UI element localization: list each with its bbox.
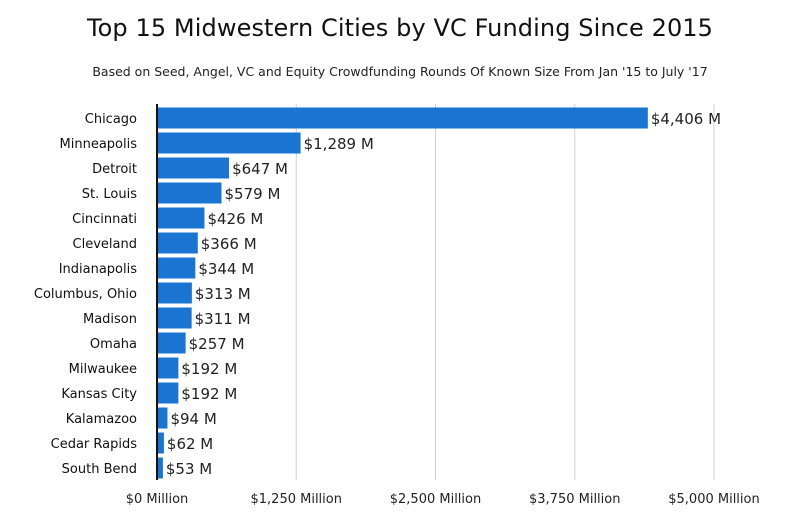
category-label: St. Louis <box>82 187 137 202</box>
category-label: Chicago <box>85 112 137 127</box>
value-label: $647 M <box>232 160 288 178</box>
category-label: South Bend <box>62 462 137 477</box>
value-label: $192 M <box>181 360 237 378</box>
bar <box>157 157 230 179</box>
bar <box>157 232 198 254</box>
x-tick-label: $5,000 Million <box>668 492 759 507</box>
category-label: Omaha <box>90 337 137 352</box>
value-label: $257 M <box>189 335 245 353</box>
value-label: $192 M <box>181 385 237 403</box>
category-label: Columbus, Ohio <box>34 287 137 302</box>
category-label: Detroit <box>92 162 137 177</box>
x-tick-label: $1,250 Million <box>251 492 342 507</box>
category-label: Cedar Rapids <box>51 437 138 452</box>
bar <box>157 332 186 354</box>
value-label: $4,406 M <box>651 110 721 128</box>
gridlines <box>295 104 715 480</box>
bar <box>157 282 192 304</box>
chart-title: Top 15 Midwestern Cities by VC Funding S… <box>86 14 714 42</box>
x-tick-label: $2,500 Million <box>390 492 481 507</box>
value-label: $1,289 M <box>304 135 374 153</box>
x-tick-label: $0 Million <box>126 492 189 507</box>
category-label: Madison <box>83 312 137 327</box>
x-tick-label: $3,750 Million <box>529 492 620 507</box>
value-label: $426 M <box>207 210 263 228</box>
category-label: Cleveland <box>73 237 137 252</box>
category-label: Kalamazoo <box>66 412 137 427</box>
category-label: Milwaukee <box>69 362 137 377</box>
category-label: Minneapolis <box>60 137 138 152</box>
bar <box>157 457 163 479</box>
bar <box>157 132 301 154</box>
value-label: $53 M <box>166 460 212 478</box>
value-label: $344 M <box>198 260 254 278</box>
bar <box>157 432 164 454</box>
value-label: $313 M <box>195 285 251 303</box>
bar <box>157 357 179 379</box>
x-axis-tick-labels: $0 Million $1,250 Million $2,500 Million $3… <box>126 492 760 507</box>
value-label: $366 M <box>201 235 257 253</box>
bar <box>157 407 168 429</box>
bar <box>157 382 179 404</box>
category-label: Cincinnati <box>72 212 137 227</box>
value-label: $62 M <box>167 435 213 453</box>
value-labels: $4,406 M $1,289 M $647 M $579 M $426 M $366 M… <box>166 110 721 478</box>
bar <box>157 207 205 229</box>
bars <box>157 107 648 479</box>
bar <box>157 182 222 204</box>
bar <box>157 107 648 129</box>
category-label: Kansas City <box>61 387 137 402</box>
chart-subtitle: Based on Seed, Angel, VC and Equity Crow… <box>92 64 708 79</box>
category-label: Indianapolis <box>59 262 138 277</box>
bar <box>157 307 192 329</box>
value-label: $311 M <box>195 310 251 328</box>
bar <box>157 257 196 279</box>
value-label: $579 M <box>225 185 281 203</box>
value-label: $94 M <box>170 410 216 428</box>
category-labels: Chicago Minneapolis Detroit St. Louis Cincin… <box>34 112 137 477</box>
